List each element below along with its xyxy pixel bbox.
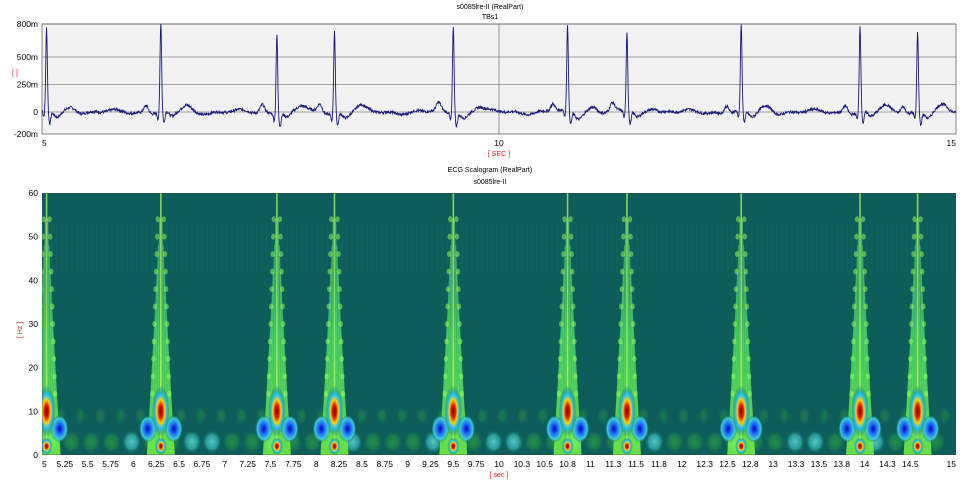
scalogram-x-tick-label: 5.5	[82, 459, 94, 469]
top-x-label: [ SEC ]	[488, 151, 510, 158]
scalogram-x-tick-label: 5.75	[102, 459, 119, 469]
scalogram-x-tick-label: 8.75	[376, 459, 393, 469]
scalogram-burst	[138, 193, 183, 455]
scalogram-x-tick-label: 6.5	[173, 459, 185, 469]
scalogram-burst	[719, 193, 764, 455]
scalogram-x-label: [ sec ]	[490, 472, 509, 479]
top-y-tick-label: 250m	[17, 80, 38, 90]
scalogram-x-tick-label: 12	[677, 459, 687, 469]
scalogram-x-ticks: 5 5.25 5.5 5.75 6 6.25 6.5 6.75 7 7.25 7.5 7.75 8 8.2…	[42, 459, 956, 469]
scalogram-heatmap	[42, 193, 956, 455]
scalogram-y-tick-label: 10	[29, 406, 39, 416]
scalogram-x-tick-label: 12.8	[742, 459, 759, 469]
scalogram-x-tick-label: 13	[768, 459, 778, 469]
top-x-tick-label: 10	[494, 138, 504, 148]
top-y-tick-label: 800m	[17, 19, 38, 29]
scalogram-burst	[895, 193, 940, 455]
scalogram-subtitle: s0085lre-II	[473, 179, 506, 186]
scalogram-x-tick-label: 11.3	[605, 459, 621, 469]
scalogram-y-tick-label: 20	[29, 363, 39, 373]
scalogram-x-tick-label: 7.5	[265, 459, 277, 469]
top-y-tick-label: 500m	[17, 52, 38, 62]
scalogram-burst	[312, 193, 357, 455]
scalogram-burst	[42, 193, 69, 455]
scalogram-x-tick-label: 7	[222, 459, 227, 469]
scalogram-y-tick-label: 40	[29, 275, 39, 285]
scalogram-x-tick-label: 13.8	[833, 459, 850, 469]
scalogram-x-tick-label: 8	[314, 459, 319, 469]
scalogram-x-tick-label: 11.5	[628, 459, 644, 469]
scalogram-x-tick-label: 11.8	[651, 459, 667, 469]
top-x-tick-label: 15	[947, 138, 957, 148]
top-x-ticks: 5 10 15	[42, 138, 956, 148]
scalogram-burst	[604, 193, 649, 455]
scalogram-burst	[431, 193, 476, 455]
scalogram-y-ticks: 60 50 40 30 20 10 0	[29, 188, 39, 460]
scalogram-y-tick-label: 50	[29, 232, 39, 242]
scalogram-x-tick-label: 12.5	[719, 459, 736, 469]
scalogram-x-tick-label: 10	[494, 459, 504, 469]
scalogram-x-tick-label: 7.75	[285, 459, 302, 469]
scalogram-x-tick-label: 9.75	[468, 459, 485, 469]
scalogram-burst	[838, 193, 883, 455]
top-y-tick-label: 0	[33, 107, 38, 117]
scalogram-x-tick-label: 9.25	[422, 459, 439, 469]
scalogram-x-tick-label: 14	[860, 459, 870, 469]
top-y-tick-label: -200m	[14, 129, 38, 139]
scalogram-x-tick-label: 8.5	[356, 459, 368, 469]
scalogram-x-tick-label: 14.3	[879, 459, 896, 469]
scalogram-x-tick-label: 8.25	[331, 459, 348, 469]
scalogram-x-tick-label: 13.5	[811, 459, 828, 469]
scalogram-x-tick-label: 13.3	[788, 459, 805, 469]
scalogram-x-tick-label: 7.25	[239, 459, 256, 469]
scalogram-y-tick-label: 30	[29, 319, 39, 329]
top-chart-subtitle: TBs1	[482, 14, 498, 21]
scalogram-x-tick-label: 15	[947, 459, 957, 469]
scalogram-x-tick-label: 9.5	[447, 459, 459, 469]
scalogram-x-tick-label: 14.5	[902, 459, 919, 469]
top-x-tick-label: 5	[42, 138, 47, 148]
scalogram-x-tick-label: 5	[42, 459, 47, 469]
scalogram-x-tick-label: 5.25	[57, 459, 74, 469]
scalogram-x-tick-label: 10.8	[559, 459, 576, 469]
scalogram-x-tick-label: 10.5	[536, 459, 553, 469]
scalogram-burst	[545, 193, 590, 455]
scalogram-x-tick-label: 10.3	[514, 459, 531, 469]
top-y-unit: [ ]	[12, 70, 18, 77]
top-chart-title: s0085lre-II (RealPart)	[457, 4, 524, 11]
scalogram-x-tick-label: 12.3	[696, 459, 713, 469]
scalogram-title: ECG Scalogram (RealPart)	[448, 167, 532, 174]
scalogram-burst	[254, 193, 299, 455]
top-grid	[42, 23, 956, 134]
scalogram-y-tick-label: 60	[29, 188, 39, 198]
ecg-signal-line	[41, 23, 957, 128]
scalogram-y-label: [ Hz ]	[17, 322, 24, 338]
scalogram-x-tick-label: 6.75	[194, 459, 211, 469]
scalogram-x-tick-label: 6.25	[148, 459, 165, 469]
scalogram-x-tick-label: 11	[586, 459, 595, 469]
scalogram-x-tick-label: 9	[405, 459, 410, 469]
top-y-ticks: 800m 500m 250m 0 -200m	[14, 19, 38, 139]
scalogram-x-tick-label: 6	[131, 459, 136, 469]
scalogram-y-tick-label: 0	[33, 450, 38, 460]
